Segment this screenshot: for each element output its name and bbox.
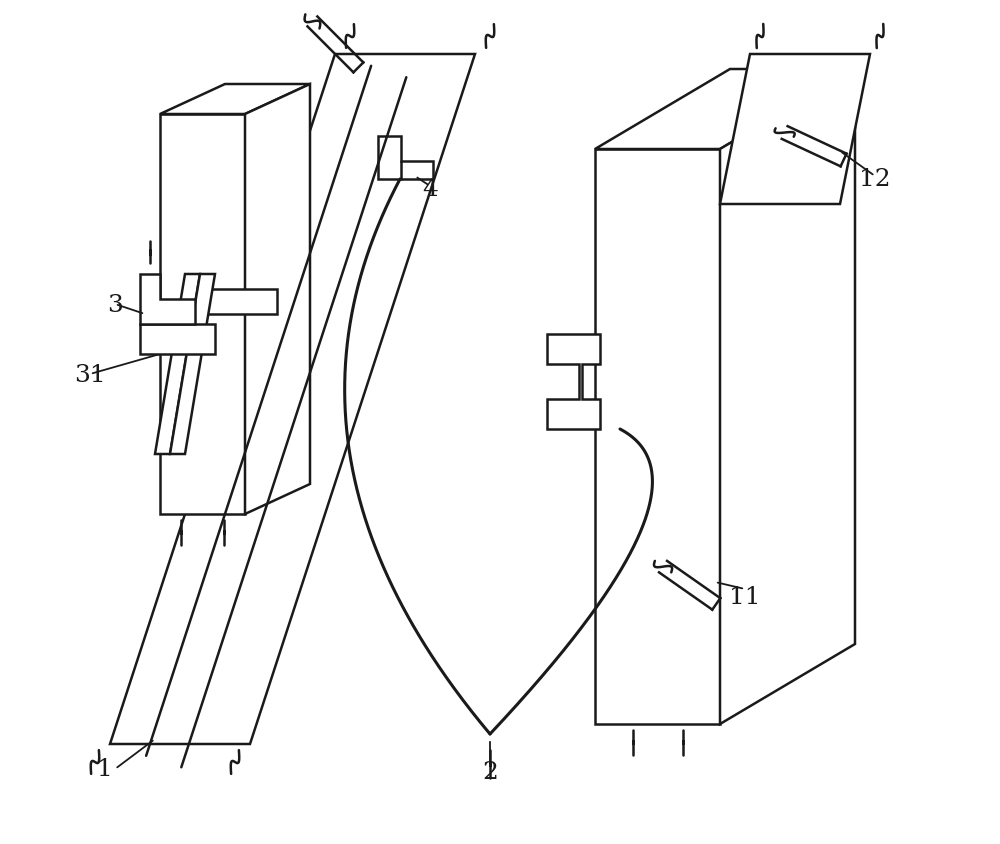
Polygon shape: [378, 137, 433, 180]
Polygon shape: [547, 334, 600, 430]
Text: 12: 12: [859, 168, 891, 192]
Polygon shape: [170, 274, 215, 454]
Polygon shape: [245, 85, 310, 514]
Polygon shape: [155, 274, 200, 454]
Text: 11: 11: [729, 585, 761, 608]
Text: 4: 4: [422, 178, 438, 201]
Text: 31: 31: [74, 363, 106, 386]
Text: 2: 2: [482, 760, 498, 783]
Polygon shape: [160, 85, 310, 115]
Polygon shape: [720, 55, 870, 205]
Text: 3: 3: [107, 293, 123, 316]
Polygon shape: [595, 150, 720, 724]
Polygon shape: [160, 115, 245, 514]
Polygon shape: [140, 325, 215, 354]
Text: 1: 1: [97, 758, 113, 781]
Polygon shape: [720, 70, 855, 724]
Polygon shape: [110, 55, 475, 744]
Polygon shape: [197, 289, 277, 315]
Polygon shape: [140, 274, 195, 325]
Polygon shape: [595, 70, 855, 150]
